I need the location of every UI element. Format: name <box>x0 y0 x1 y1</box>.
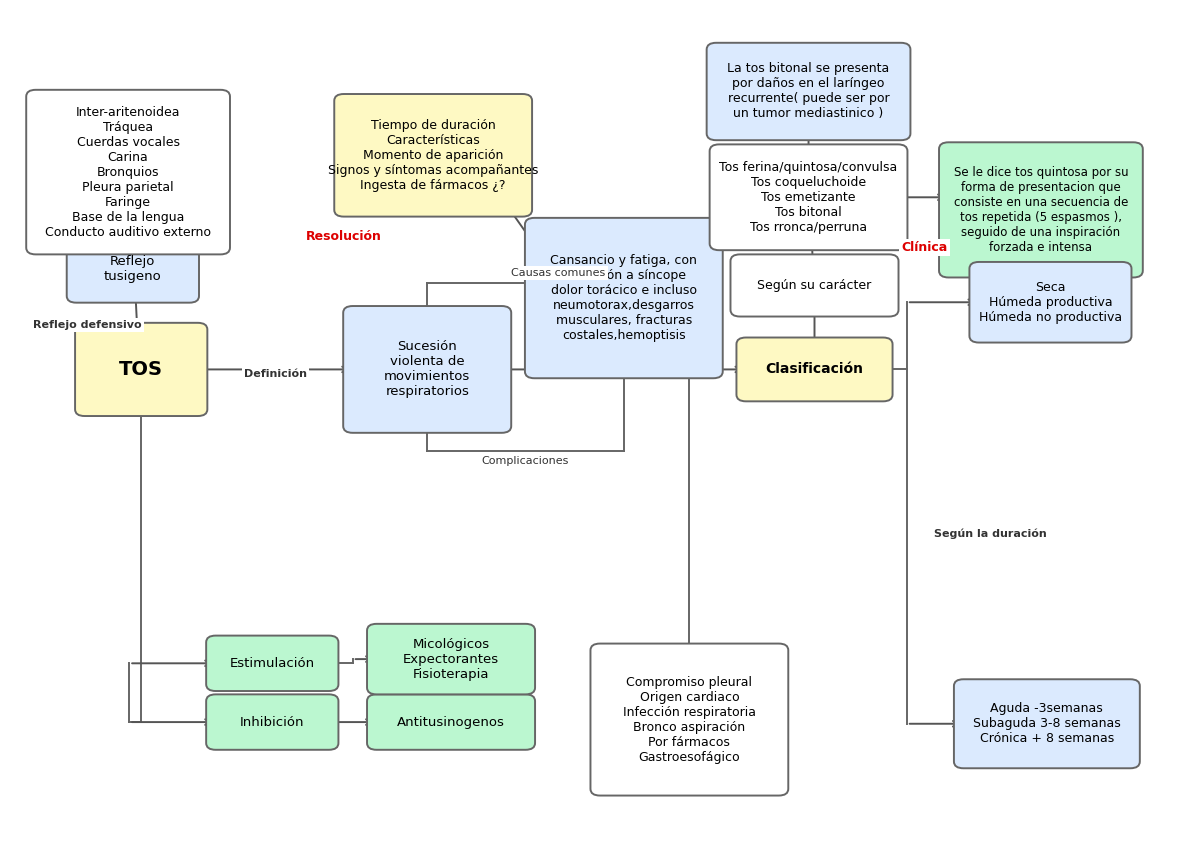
Text: Inhibición: Inhibición <box>240 716 305 728</box>
Text: Se le dice tos quintosa por su
forma de presentacion que
consiste en una secuenc: Se le dice tos quintosa por su forma de … <box>954 166 1128 254</box>
FancyBboxPatch shape <box>67 235 199 303</box>
Text: TOS: TOS <box>119 360 163 379</box>
Text: Clínica: Clínica <box>901 241 948 254</box>
Text: Compromiso pleural
Origen cardiaco
Infección respiratoria
Bronco aspiración
Por : Compromiso pleural Origen cardiaco Infec… <box>623 676 756 763</box>
Text: Según su carácter: Según su carácter <box>757 279 871 292</box>
Text: Estimulación: Estimulación <box>229 657 314 670</box>
FancyBboxPatch shape <box>970 262 1132 343</box>
Text: Definición: Definición <box>244 369 307 378</box>
FancyBboxPatch shape <box>335 94 532 216</box>
Text: Reflejo
tusigeno: Reflejo tusigeno <box>104 254 162 282</box>
Text: Clasificación: Clasificación <box>766 362 864 377</box>
FancyBboxPatch shape <box>940 142 1142 277</box>
Text: Inter-aritenoidea
Tráquea
Cuerdas vocales
Carina
Bronquios
Pleura parietal
Farin: Inter-aritenoidea Tráquea Cuerdas vocale… <box>46 106 211 238</box>
FancyBboxPatch shape <box>737 338 893 401</box>
FancyBboxPatch shape <box>206 695 338 750</box>
FancyBboxPatch shape <box>343 306 511 432</box>
Text: Sucesión
violenta de
movimientos
respiratorios: Sucesión violenta de movimientos respira… <box>384 340 470 399</box>
FancyBboxPatch shape <box>26 90 230 254</box>
FancyBboxPatch shape <box>954 679 1140 768</box>
FancyBboxPatch shape <box>590 644 788 795</box>
FancyBboxPatch shape <box>731 254 899 316</box>
Text: Seca
Húmeda productiva
Húmeda no productiva: Seca Húmeda productiva Húmeda no product… <box>979 281 1122 324</box>
Text: Resolución: Resolución <box>306 230 382 243</box>
Text: Cansancio y fatiga, con
evolución a síncope
dolor torácico e incluso
neumotorax,: Cansancio y fatiga, con evolución a sínc… <box>551 254 697 342</box>
Text: Micológicos
Expectorantes
Fisioterapia: Micológicos Expectorantes Fisioterapia <box>403 638 499 681</box>
FancyBboxPatch shape <box>76 323 208 416</box>
FancyBboxPatch shape <box>524 218 722 378</box>
FancyBboxPatch shape <box>206 636 338 691</box>
FancyBboxPatch shape <box>709 144 907 250</box>
FancyBboxPatch shape <box>367 624 535 695</box>
Text: Causas comunes: Causas comunes <box>511 268 606 278</box>
Text: La tos bitonal se presenta
por daños en el laríngeo
recurrente( puede ser por
un: La tos bitonal se presenta por daños en … <box>727 63 889 120</box>
Text: Tos ferina/quintosa/convulsa
Tos coqueluchoide
Tos emetizante
Tos bitonal
Tos rr: Tos ferina/quintosa/convulsa Tos coquelu… <box>720 161 898 234</box>
Text: Tiempo de duración
Características
Momento de aparición
Signos y síntomas acompa: Tiempo de duración Características Momen… <box>328 119 539 192</box>
Text: Según la duración: Según la duración <box>934 529 1046 539</box>
Text: Antitusinogenos: Antitusinogenos <box>397 716 505 728</box>
Text: Reflejo defensivo: Reflejo defensivo <box>34 321 142 331</box>
FancyBboxPatch shape <box>367 695 535 750</box>
Text: Aguda -3semanas
Subaguda 3-8 semanas
Crónica + 8 semanas: Aguda -3semanas Subaguda 3-8 semanas Cró… <box>973 702 1121 745</box>
Text: Complicaciones: Complicaciones <box>482 456 569 466</box>
FancyBboxPatch shape <box>707 42 911 140</box>
